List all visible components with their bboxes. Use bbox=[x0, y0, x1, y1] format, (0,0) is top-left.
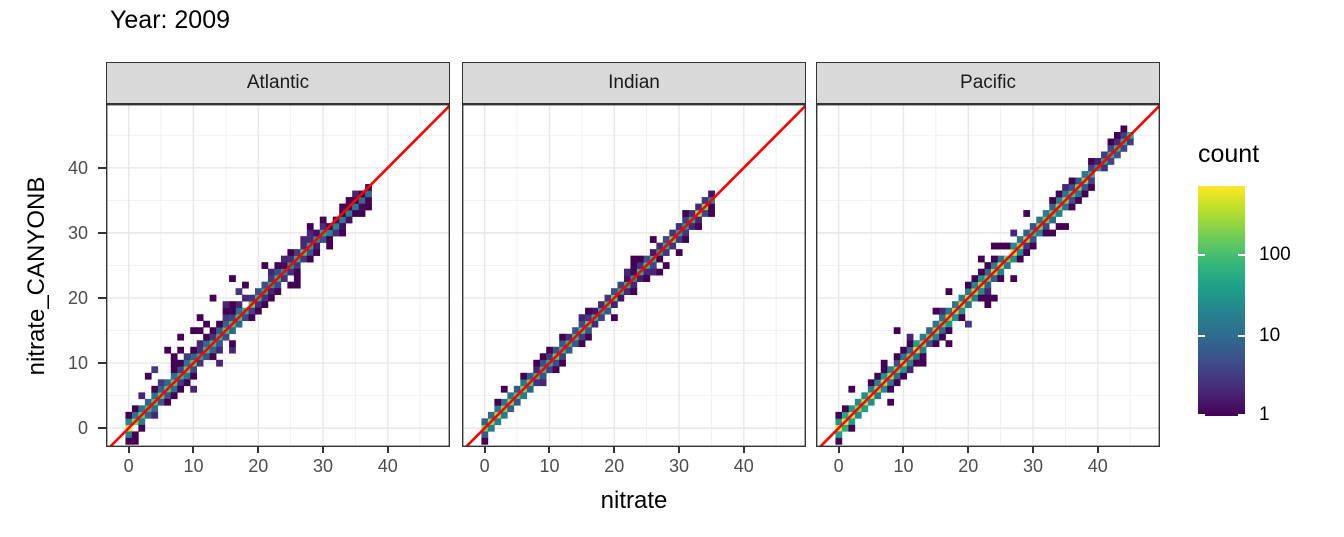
y-tick-label: 30 bbox=[67, 222, 88, 243]
legend-tick-label: 1 bbox=[1259, 404, 1270, 425]
x-tick-label: 10 bbox=[893, 456, 914, 476]
x-tick-mark bbox=[613, 447, 616, 453]
x-tick-mark bbox=[742, 447, 745, 453]
x-tick-mark bbox=[322, 447, 325, 453]
x-tick-label: 10 bbox=[183, 456, 204, 476]
y-tick-label: 0 bbox=[77, 418, 88, 439]
plot-title: Year: 2009 bbox=[110, 6, 231, 34]
facet-strip-label: Indian bbox=[462, 62, 806, 104]
x-tick-label: 20 bbox=[604, 456, 625, 476]
legend-tick-mark bbox=[1238, 414, 1245, 416]
x-axis: 0 10 20 30 40 bbox=[816, 447, 1160, 481]
legend-tick-mark bbox=[1238, 254, 1245, 257]
legend-tick-label: 100 bbox=[1259, 244, 1291, 266]
panel-plot-pacific bbox=[816, 104, 1160, 447]
legend-title: count bbox=[1198, 140, 1260, 168]
x-tick-mark bbox=[548, 447, 551, 453]
x-tick-mark bbox=[678, 447, 681, 453]
x-tick-mark bbox=[967, 447, 970, 453]
y-tick-label: 10 bbox=[67, 353, 88, 374]
y-tick-mark bbox=[98, 231, 106, 234]
x-tick-mark bbox=[483, 447, 486, 453]
x-tick-mark bbox=[127, 447, 130, 453]
facet-strip-label: Pacific bbox=[816, 62, 1160, 104]
panel-plot-atlantic bbox=[106, 104, 450, 447]
x-tick-label: 30 bbox=[669, 456, 690, 476]
y-tick-mark bbox=[98, 427, 106, 430]
x-tick-mark bbox=[837, 447, 840, 453]
panel-plot-indian bbox=[462, 104, 806, 447]
y-axis: 0 10 20 30 40 bbox=[0, 104, 106, 447]
x-axis: 0 10 20 30 40 bbox=[462, 447, 806, 481]
x-tick-label: 10 bbox=[539, 456, 560, 476]
y-tick-mark bbox=[98, 362, 106, 365]
x-tick-mark bbox=[192, 447, 195, 453]
legend-colorbar: 100 10 1 bbox=[1198, 186, 1291, 424]
x-tick-label: 20 bbox=[248, 456, 269, 476]
x-tick-label: 40 bbox=[377, 456, 398, 476]
legend-tick-mark bbox=[1198, 414, 1205, 416]
y-tick-mark bbox=[98, 296, 106, 299]
facet-atlantic: Atlantic 0 10 20 30 40 bbox=[106, 62, 450, 481]
legend-tick-mark bbox=[1238, 335, 1245, 338]
y-tick-label: 40 bbox=[67, 157, 88, 178]
x-tick-label: 0 bbox=[123, 456, 134, 476]
x-tick-label: 0 bbox=[833, 456, 844, 476]
x-tick-label: 40 bbox=[733, 456, 754, 476]
y-tick-mark bbox=[98, 166, 106, 169]
x-tick-label: 30 bbox=[1023, 456, 1044, 476]
x-tick-mark bbox=[902, 447, 905, 453]
legend-tick-mark bbox=[1198, 254, 1205, 257]
x-tick-label: 30 bbox=[313, 456, 334, 476]
x-tick-label: 40 bbox=[1087, 456, 1108, 476]
facet-pacific: Pacific 0 10 20 30 40 bbox=[816, 62, 1160, 481]
x-tick-label: 0 bbox=[479, 456, 490, 476]
facet-indian: Indian 0 10 20 30 40 bbox=[462, 62, 806, 481]
legend: count 100 10 1 bbox=[1198, 140, 1338, 424]
x-tick-mark bbox=[1032, 447, 1035, 453]
legend-tick-mark bbox=[1198, 335, 1205, 338]
x-axis: 0 10 20 30 40 bbox=[106, 447, 450, 481]
y-tick-label: 20 bbox=[67, 287, 88, 308]
legend-tick-label: 10 bbox=[1259, 325, 1281, 347]
facet-strip-label: Atlantic bbox=[106, 62, 450, 104]
x-tick-label: 20 bbox=[958, 456, 979, 476]
x-tick-mark bbox=[386, 447, 389, 453]
x-axis-title: nitrate bbox=[600, 487, 668, 514]
x-tick-mark bbox=[1096, 447, 1099, 453]
x-tick-mark bbox=[257, 447, 260, 453]
